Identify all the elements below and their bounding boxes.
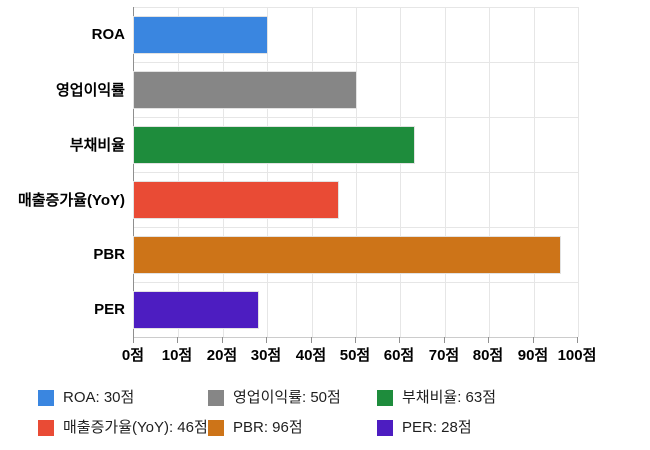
legend-swatch-icon [377, 390, 393, 406]
x-tick-mark [533, 337, 534, 343]
category-label: ROA [91, 26, 125, 43]
legend-swatch-icon [377, 420, 393, 436]
gridline-horizontal [134, 282, 578, 283]
x-tick-label: 0점 [121, 347, 145, 364]
x-tick-label: 70점 [428, 347, 460, 364]
legend-item[interactable]: PER: 28점 [377, 420, 496, 436]
x-tick-label: 50점 [339, 347, 371, 364]
legend-item[interactable]: PBR: 96점 [208, 420, 377, 436]
gridline-vertical [578, 7, 579, 337]
x-tick-mark [266, 337, 267, 343]
gridline-horizontal [134, 62, 578, 63]
legend-swatch-icon [208, 390, 224, 406]
category-label: PBR [93, 246, 125, 263]
plot-area [133, 7, 579, 338]
x-tick-label: 90점 [517, 347, 549, 364]
x-tick-mark [177, 337, 178, 343]
x-tick-label: 60점 [383, 347, 415, 364]
x-tick-label: 80점 [472, 347, 504, 364]
legend-item[interactable]: 매출증가율(YoY): 46점 [38, 420, 208, 436]
legend-label: PBR: 96점 [233, 419, 303, 436]
category-label: 매출증가율(YoY) [17, 192, 125, 209]
chart-bar[interactable] [134, 292, 258, 328]
category-label: 영업이익률 [55, 82, 125, 99]
gridline-horizontal [134, 227, 578, 228]
x-tick-mark [222, 337, 223, 343]
category-label: PER [94, 301, 125, 318]
x-tick-label: 30점 [250, 347, 282, 364]
gridline-horizontal [134, 172, 578, 173]
x-tick-mark [444, 337, 445, 343]
legend-label: 영업이익률: 50점 [233, 389, 341, 406]
gridline-horizontal [134, 7, 578, 8]
legend-label: PER: 28점 [402, 419, 472, 436]
x-tick-label: 20점 [206, 347, 238, 364]
legend-item[interactable]: 영업이익률: 50점 [208, 390, 377, 406]
x-tick-mark [577, 337, 578, 343]
chart-bar[interactable] [134, 127, 414, 163]
legend-swatch-icon [208, 420, 224, 436]
x-tick-label: 40점 [295, 347, 327, 364]
x-tick-mark [355, 337, 356, 343]
x-tick-mark [311, 337, 312, 343]
legend-label: 부채비율: 63점 [402, 389, 497, 406]
x-tick-mark [133, 337, 134, 343]
x-tick-label: 10점 [161, 347, 193, 364]
legend-label: 매출증가율(YoY): 46점 [63, 419, 208, 436]
legend-label: ROA: 30점 [63, 389, 135, 406]
x-tick-mark [488, 337, 489, 343]
legend-swatch-icon [38, 420, 54, 436]
x-tick-label: 100점 [557, 347, 597, 364]
chart-bar[interactable] [134, 237, 560, 273]
gridline-horizontal [134, 117, 578, 118]
legend-swatch-icon [38, 390, 54, 406]
chart-bar[interactable] [134, 72, 356, 108]
legend-item[interactable]: 부채비율: 63점 [377, 390, 496, 406]
legend-item[interactable]: ROA: 30점 [38, 390, 208, 406]
chart-bar[interactable] [134, 17, 267, 53]
x-tick-mark [399, 337, 400, 343]
chart-bar[interactable] [134, 182, 338, 218]
category-label: 부채비율 [69, 137, 125, 154]
